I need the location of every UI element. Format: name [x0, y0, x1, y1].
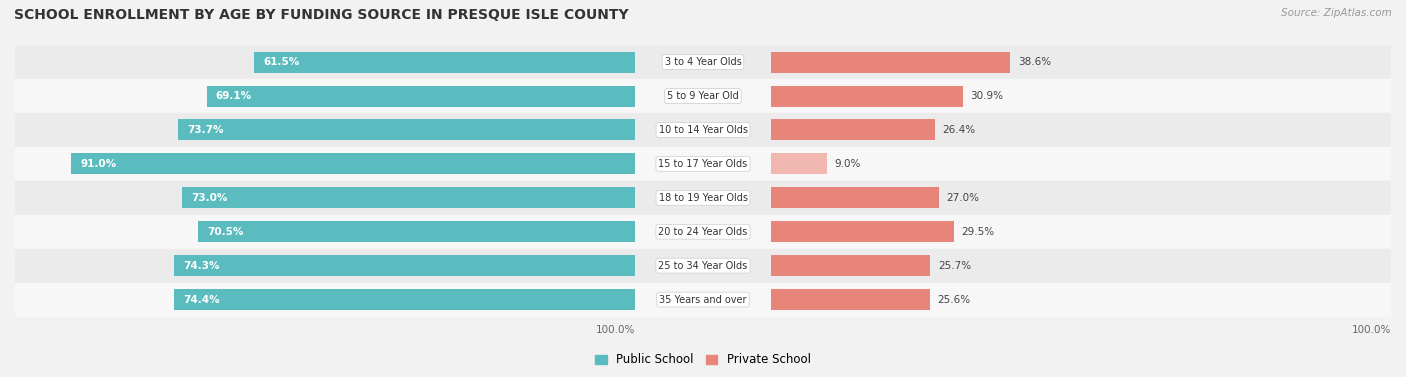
Bar	[179, 120, 636, 141]
Bar	[207, 86, 636, 107]
Bar	[770, 283, 1391, 317]
Bar	[70, 153, 636, 175]
Bar	[770, 255, 931, 276]
Bar	[770, 249, 1391, 283]
Bar	[636, 249, 770, 283]
Text: 29.5%: 29.5%	[962, 227, 994, 237]
Text: SCHOOL ENROLLMENT BY AGE BY FUNDING SOURCE IN PRESQUE ISLE COUNTY: SCHOOL ENROLLMENT BY AGE BY FUNDING SOUR…	[14, 8, 628, 21]
Legend: Public School, Private School: Public School, Private School	[591, 349, 815, 371]
Text: 10 to 14 Year Olds: 10 to 14 Year Olds	[658, 125, 748, 135]
Bar	[15, 79, 636, 113]
Bar	[770, 215, 1391, 249]
Bar	[770, 221, 955, 242]
Bar	[15, 283, 636, 317]
Bar	[15, 181, 636, 215]
Text: 5 to 9 Year Old: 5 to 9 Year Old	[666, 91, 740, 101]
Text: 70.5%: 70.5%	[207, 227, 243, 237]
Bar	[15, 147, 636, 181]
Text: 30.9%: 30.9%	[970, 91, 1002, 101]
Bar	[636, 147, 770, 181]
Bar	[770, 120, 935, 141]
Bar	[15, 113, 636, 147]
Text: 73.0%: 73.0%	[191, 193, 228, 203]
Text: 74.4%: 74.4%	[183, 294, 219, 305]
Bar	[636, 79, 770, 113]
Text: 15 to 17 Year Olds: 15 to 17 Year Olds	[658, 159, 748, 169]
Bar	[174, 289, 636, 310]
Bar	[636, 45, 770, 79]
Bar	[636, 215, 770, 249]
Text: 25 to 34 Year Olds: 25 to 34 Year Olds	[658, 261, 748, 271]
Text: 74.3%: 74.3%	[184, 261, 221, 271]
Text: 27.0%: 27.0%	[946, 193, 979, 203]
Bar	[770, 86, 963, 107]
Text: 69.1%: 69.1%	[217, 91, 252, 101]
Bar	[15, 215, 636, 249]
Bar	[174, 255, 636, 276]
Text: 26.4%: 26.4%	[942, 125, 976, 135]
Bar	[770, 153, 827, 175]
Bar	[770, 181, 1391, 215]
Bar	[636, 283, 770, 317]
Text: 100.0%: 100.0%	[1351, 325, 1391, 335]
Text: 100.0%: 100.0%	[596, 325, 636, 335]
Text: 25.6%: 25.6%	[938, 294, 970, 305]
Bar	[15, 249, 636, 283]
Bar	[198, 221, 636, 242]
Bar	[770, 113, 1391, 147]
Bar	[183, 187, 636, 208]
Text: Source: ZipAtlas.com: Source: ZipAtlas.com	[1281, 8, 1392, 18]
Text: 38.6%: 38.6%	[1018, 57, 1052, 67]
Text: 9.0%: 9.0%	[834, 159, 860, 169]
Bar	[770, 45, 1391, 79]
Bar	[770, 79, 1391, 113]
Text: 20 to 24 Year Olds: 20 to 24 Year Olds	[658, 227, 748, 237]
Text: 73.7%: 73.7%	[187, 125, 224, 135]
Bar	[770, 187, 939, 208]
Bar	[770, 147, 1391, 181]
Text: 18 to 19 Year Olds: 18 to 19 Year Olds	[658, 193, 748, 203]
Bar	[770, 289, 929, 310]
Bar	[636, 181, 770, 215]
Text: 35 Years and over: 35 Years and over	[659, 294, 747, 305]
Text: 61.5%: 61.5%	[263, 57, 299, 67]
Text: 91.0%: 91.0%	[80, 159, 117, 169]
Text: 3 to 4 Year Olds: 3 to 4 Year Olds	[665, 57, 741, 67]
Text: 25.7%: 25.7%	[938, 261, 972, 271]
Bar	[253, 52, 636, 73]
Bar	[15, 45, 636, 79]
Bar	[636, 113, 770, 147]
Bar	[770, 52, 1011, 73]
